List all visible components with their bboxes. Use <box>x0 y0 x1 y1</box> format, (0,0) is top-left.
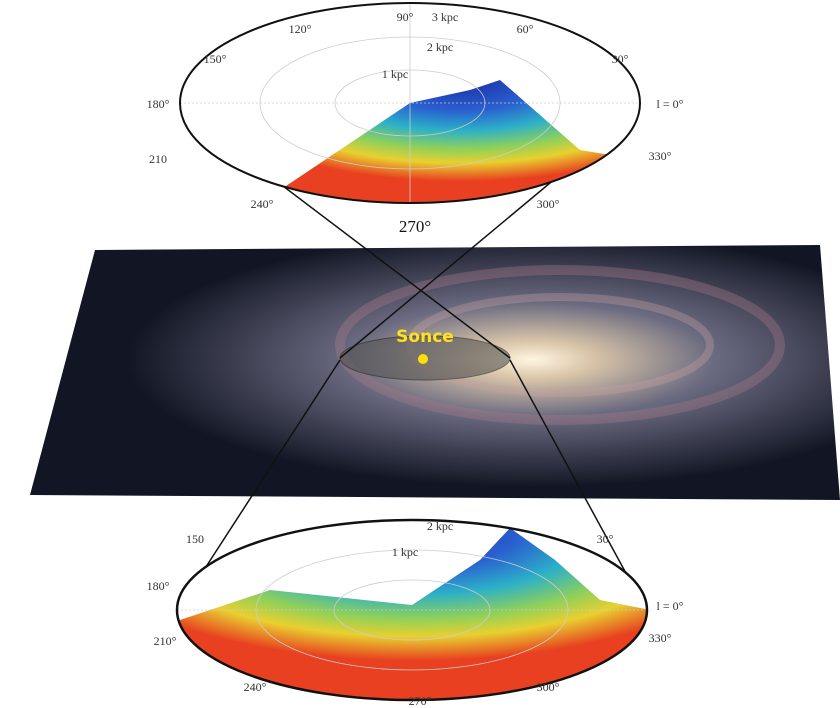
axis-label: 270° <box>399 217 431 236</box>
polar-frame-top <box>179 2 641 204</box>
axis-label: 210 <box>149 152 167 166</box>
axis-label: 210° <box>154 634 177 648</box>
axis-label: 30° <box>612 52 629 66</box>
axis-label: 240° <box>251 197 274 211</box>
heatmap-top <box>280 80 640 203</box>
axis-label: 150 <box>186 532 204 546</box>
axis-label: 300° <box>537 680 560 694</box>
sun-label: Sonce <box>396 327 454 347</box>
axis-label: l = 0° <box>657 599 684 613</box>
axis-label: 270° <box>409 694 432 708</box>
axis-label: 1 kpc <box>392 545 418 559</box>
axis-label: l = 0° <box>657 97 684 111</box>
polar-frame-bottom <box>175 518 649 702</box>
axis-label: 60° <box>517 22 534 36</box>
polar-grid-top <box>180 3 640 203</box>
axis-label: 1 kpc <box>382 67 408 81</box>
polar-grid-bottom <box>177 549 647 671</box>
axis-label: 120° <box>289 22 312 36</box>
axis-label: 2 kpc <box>427 40 453 54</box>
axis-label: 90° <box>397 10 414 24</box>
axis-label: 330° <box>649 631 672 645</box>
spiral-arm <box>335 265 785 425</box>
axis-label: 30° <box>597 532 614 546</box>
axis-label: 240° <box>244 680 267 694</box>
axis-label: 2 kpc <box>427 519 453 533</box>
axis-label: 3 kpc <box>432 10 458 24</box>
axis-label: 330° <box>649 149 672 163</box>
axis-label: 300° <box>537 197 560 211</box>
axis-label: 150° <box>204 52 227 66</box>
axis-label: 180° <box>147 579 170 593</box>
axis-label: 180° <box>147 97 170 111</box>
sun-marker <box>418 354 428 364</box>
